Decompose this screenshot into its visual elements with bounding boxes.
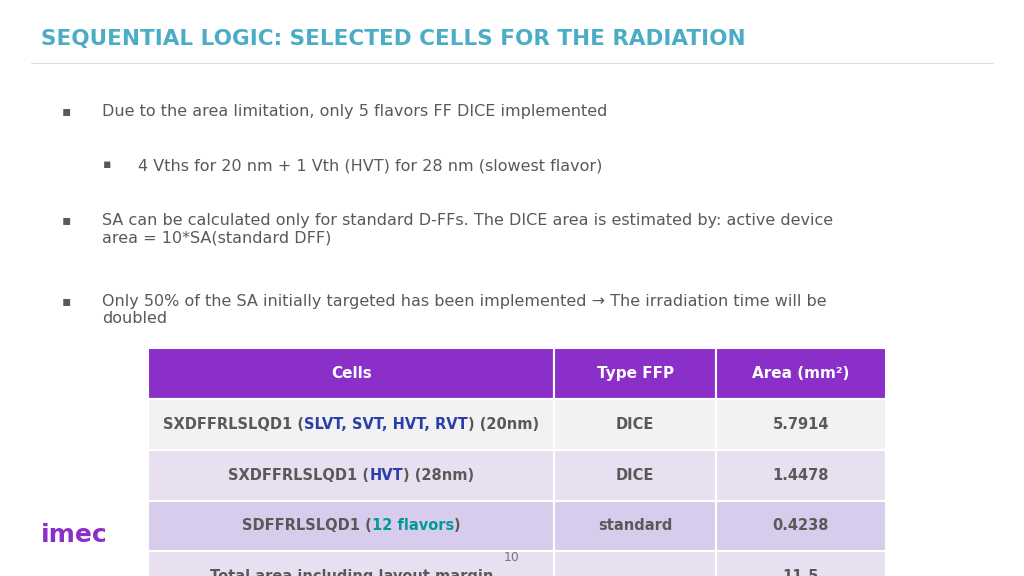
Text: Only 50% of the SA initially targeted has been implemented → The irradiation tim: Only 50% of the SA initially targeted ha… xyxy=(102,294,827,326)
Text: SXDFFRLSLQD1 (: SXDFFRLSLQD1 ( xyxy=(228,468,370,483)
Text: ▪: ▪ xyxy=(61,104,71,118)
FancyBboxPatch shape xyxy=(554,551,716,576)
Text: 12 flavors: 12 flavors xyxy=(372,518,454,533)
Text: ▪: ▪ xyxy=(61,294,71,308)
Text: 5.7914: 5.7914 xyxy=(773,417,829,432)
FancyBboxPatch shape xyxy=(716,501,886,551)
Text: DICE: DICE xyxy=(615,468,654,483)
Text: 11.5: 11.5 xyxy=(782,569,819,576)
Text: Type FFP: Type FFP xyxy=(597,366,674,381)
Text: SLVT, SVT, HVT, RVT: SLVT, SVT, HVT, RVT xyxy=(304,417,468,432)
FancyBboxPatch shape xyxy=(148,399,554,450)
FancyBboxPatch shape xyxy=(148,450,554,501)
FancyBboxPatch shape xyxy=(716,399,886,450)
Text: DICE: DICE xyxy=(615,417,654,432)
FancyBboxPatch shape xyxy=(716,450,886,501)
Text: SA can be calculated only for standard D-FFs. The DICE area is estimated by: act: SA can be calculated only for standard D… xyxy=(102,213,834,245)
Text: 10: 10 xyxy=(504,551,520,564)
FancyBboxPatch shape xyxy=(554,450,716,501)
Text: Total area including layout margin: Total area including layout margin xyxy=(210,569,493,576)
Text: 0.4238: 0.4238 xyxy=(773,518,829,533)
FancyBboxPatch shape xyxy=(554,501,716,551)
FancyBboxPatch shape xyxy=(554,399,716,450)
FancyBboxPatch shape xyxy=(716,551,886,576)
Text: 1.4478: 1.4478 xyxy=(773,468,829,483)
Text: ▪: ▪ xyxy=(61,213,71,227)
FancyBboxPatch shape xyxy=(716,348,886,399)
Text: SEQUENTIAL LOGIC: SELECTED CELLS FOR THE RADIATION: SEQUENTIAL LOGIC: SELECTED CELLS FOR THE… xyxy=(41,29,745,49)
FancyBboxPatch shape xyxy=(148,501,554,551)
Text: 4 Vths for 20 nm + 1 Vth (HVT) for 28 nm (slowest flavor): 4 Vths for 20 nm + 1 Vth (HVT) for 28 nm… xyxy=(138,158,602,173)
FancyBboxPatch shape xyxy=(148,348,554,399)
Text: standard: standard xyxy=(598,518,673,533)
Text: Due to the area limitation, only 5 flavors FF DICE implemented: Due to the area limitation, only 5 flavo… xyxy=(102,104,608,119)
Text: SXDFFRLSLQD1 (: SXDFFRLSLQD1 ( xyxy=(163,417,304,432)
FancyBboxPatch shape xyxy=(554,348,716,399)
Text: Area (mm²): Area (mm²) xyxy=(753,366,850,381)
Text: imec: imec xyxy=(41,523,108,547)
Text: ) (28nm): ) (28nm) xyxy=(403,468,474,483)
Text: ▪: ▪ xyxy=(102,158,111,172)
Text: Cells: Cells xyxy=(331,366,372,381)
Text: ) (20nm): ) (20nm) xyxy=(468,417,540,432)
Text: HVT: HVT xyxy=(370,468,403,483)
Text: SDFFRLSLQD1 (: SDFFRLSLQD1 ( xyxy=(242,518,372,533)
Text: ): ) xyxy=(454,518,461,533)
FancyBboxPatch shape xyxy=(148,551,554,576)
